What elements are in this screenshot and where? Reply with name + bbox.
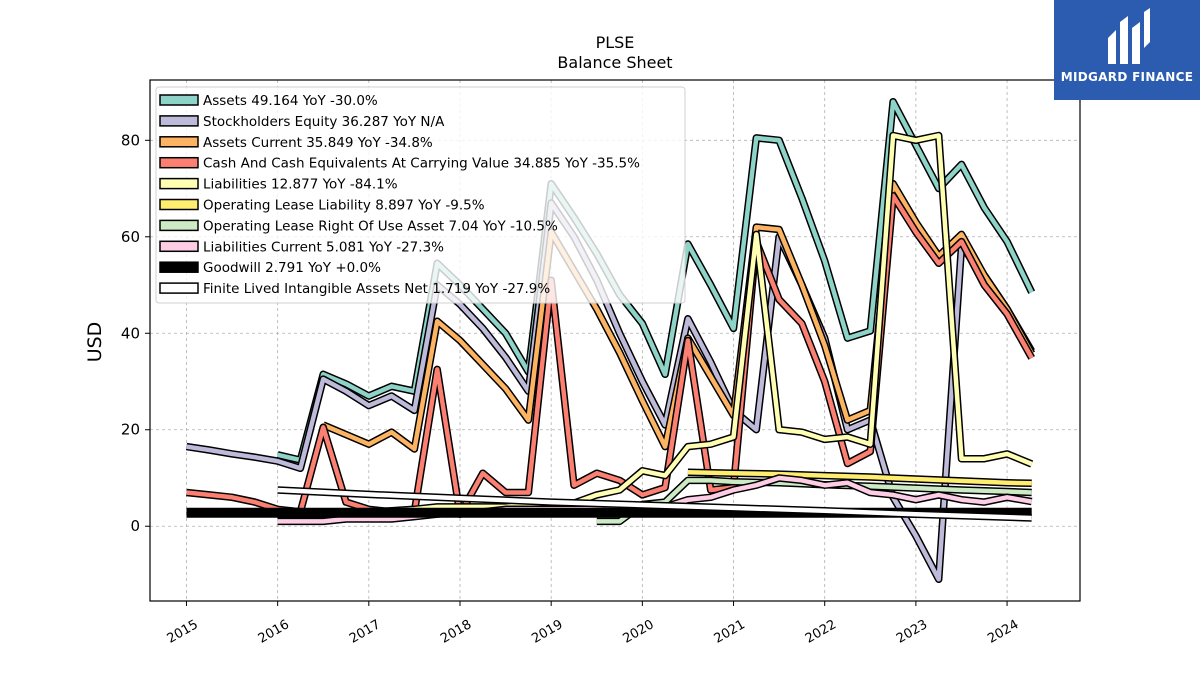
y-tick-label: 20 [121, 421, 140, 439]
x-tick-label: 2015 [165, 617, 201, 647]
legend-swatch [159, 94, 199, 106]
x-tick-label: 2017 [347, 617, 383, 647]
legend-entry: Finite Lived Intangible Assets Net 1.719… [203, 281, 550, 297]
legend-entry: Stockholders Equity 36.287 YoY N/A [203, 114, 445, 130]
series-line [687, 469, 1032, 486]
x-axis-ticks: 2015 2016 2017 2018 2019 2020 2021 2022 2023 2024 [165, 601, 1021, 647]
legend-entry: Liabilities 12.877 YoY -84.1% [203, 177, 398, 193]
midgard-logo-icon [1108, 8, 1150, 64]
legend-entry: Assets 49.164 YoY -30.0% [203, 93, 378, 109]
legend-swatch [159, 219, 199, 232]
plot-frame [149, 79, 1081, 602]
legend-swatch [159, 115, 199, 127]
legend-swatch [159, 198, 199, 211]
x-tick-label: 2023 [894, 617, 930, 647]
series-cash-and-cash-equivalents-at-carrying-value [186, 192, 1035, 518]
y-tick-label: 60 [121, 228, 140, 246]
legend-swatch [159, 156, 199, 169]
y-axis-label: USD [84, 322, 106, 363]
y-axis-ticks: 0 20 40 60 80 [121, 131, 150, 535]
legend-entry: Operating Lease Liability 8.897 YoY -9.5… [203, 198, 485, 214]
series-line [277, 487, 1032, 521]
series-line [186, 193, 1034, 517]
x-tick-label: 2022 [803, 617, 839, 647]
legend-box [155, 86, 686, 304]
legend: Assets 49.164 YoY -30.0% Stockholders Equ… [155, 86, 686, 304]
legend-swatch [159, 282, 199, 294]
legend-swatch [159, 177, 199, 190]
y-tick-label: 80 [121, 131, 140, 149]
legend-entry: Cash And Cash Equivalents At Carrying Va… [203, 156, 640, 172]
x-tick-label: 2024 [985, 617, 1021, 647]
series-finite-lived-intangible-assets-net [277, 486, 1032, 522]
x-tick-label: 2016 [256, 617, 292, 647]
series-assets [276, 97, 1036, 464]
chart-subtitle: Balance Sheet [557, 53, 672, 72]
y-tick-label: 0 [130, 517, 140, 535]
series-line [277, 99, 1034, 463]
x-tick-label: 2019 [529, 617, 565, 647]
midgard-logo: MIDGARD FINANCE [1054, 0, 1200, 100]
legend-swatch [159, 240, 199, 253]
brand-name: MIDGARD FINANCE [1060, 70, 1194, 84]
legend-entry: Liabilities Current 5.081 YoY -27.3% [203, 239, 444, 255]
x-tick-label: 2020 [621, 617, 657, 647]
x-tick-label: 2018 [438, 617, 474, 647]
y-tick-label: 40 [121, 324, 140, 342]
legend-swatch [159, 136, 199, 148]
series-operating-lease-liability [687, 468, 1032, 488]
x-tick-label: 2021 [712, 617, 748, 647]
chart-title: PLSE [596, 33, 635, 52]
legend-entry: Goodwill 2.791 YoY +0.0% [203, 260, 381, 276]
legend-swatch [159, 261, 199, 273]
series-lines [185, 97, 1036, 584]
legend-entry: Operating Lease Right Of Use Asset 7.04 … [203, 218, 558, 234]
legend-entry: Assets Current 35.849 YoY -34.8% [203, 135, 433, 151]
